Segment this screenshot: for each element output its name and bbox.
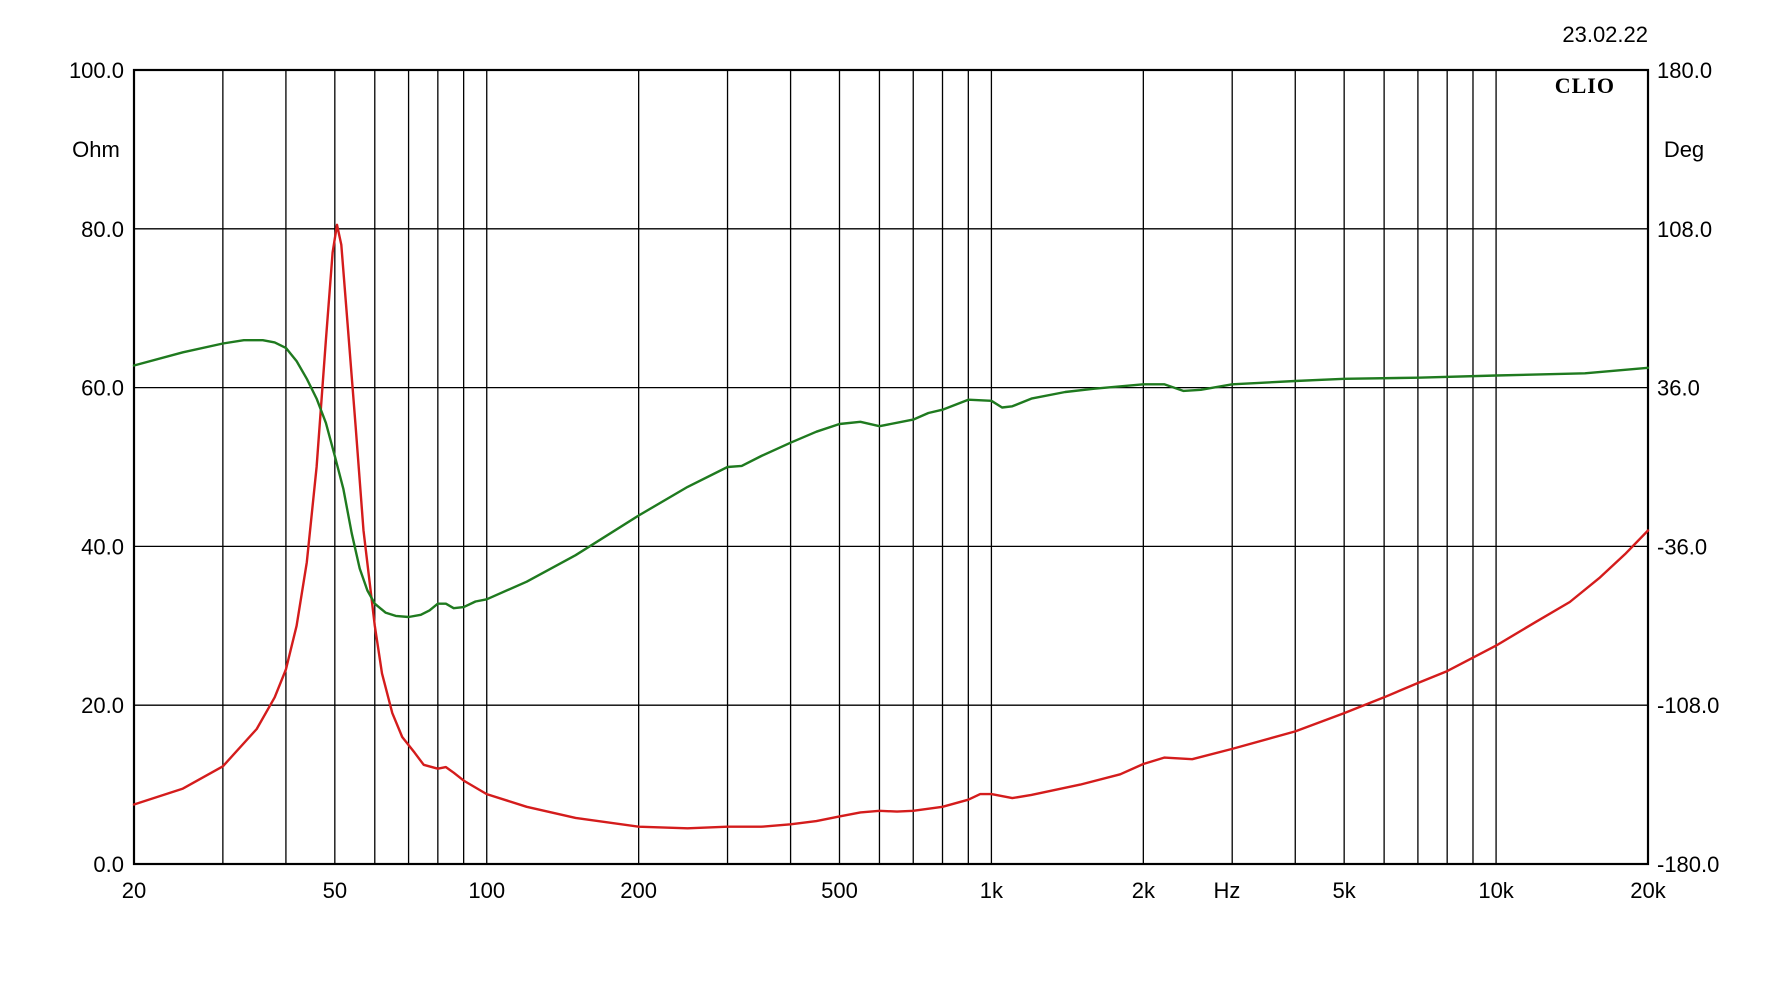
tick-labels: 0.0 20.0 40.0 60.0 80.0 100.0 -180.0 -108.0 -36.…	[69, 58, 1719, 903]
right-tick-label: -180.0	[1657, 852, 1719, 877]
left-axis-unit: Ohm	[72, 137, 120, 162]
x-tick-label: 10k	[1478, 878, 1514, 903]
left-tick-label: 60.0	[81, 376, 124, 401]
impedance-curve	[132, 223, 1650, 830]
x-tick-label: 20	[122, 878, 146, 903]
right-tick-label: 36.0	[1657, 376, 1700, 401]
right-tick-label: 180.0	[1657, 58, 1712, 83]
x-tick-label: 20k	[1630, 878, 1666, 903]
x-tick-label: 100	[468, 878, 505, 903]
x-axis-unit: Hz	[1214, 878, 1241, 903]
x-tick-label: 5k	[1333, 878, 1357, 903]
x-tick-label: 200	[620, 878, 657, 903]
right-tick-label: 108.0	[1657, 217, 1712, 242]
left-tick-label: 80.0	[81, 217, 124, 242]
x-tick-label: 500	[821, 878, 858, 903]
measurement-date: 23.02.22	[1562, 22, 1648, 47]
right-tick-label: -108.0	[1657, 693, 1719, 718]
right-axis-unit: Deg	[1664, 137, 1704, 162]
x-tick-label: 1k	[980, 878, 1004, 903]
left-tick-label: 100.0	[69, 58, 124, 83]
left-tick-label: 20.0	[81, 693, 124, 718]
plot-frame	[132, 68, 1650, 866]
left-tick-label: 0.0	[93, 852, 124, 877]
right-tick-label: -36.0	[1657, 534, 1707, 559]
curves	[132, 223, 1650, 830]
phase-curve	[132, 339, 1650, 619]
x-tick-label: 50	[323, 878, 347, 903]
x-tick-label: 2k	[1132, 878, 1156, 903]
left-tick-label: 40.0	[81, 534, 124, 559]
clio-logo: CLIO	[1555, 73, 1615, 98]
